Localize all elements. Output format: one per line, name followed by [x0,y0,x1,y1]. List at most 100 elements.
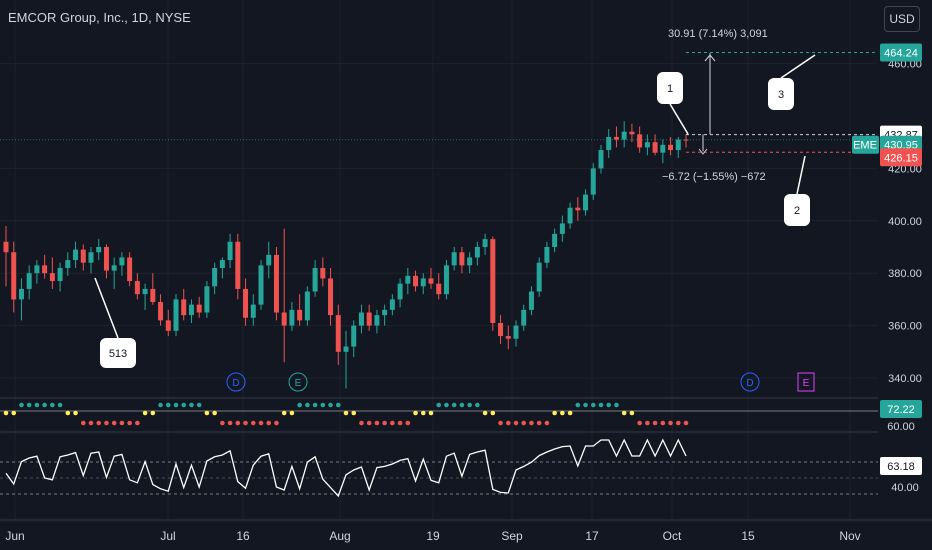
event-marker [288,372,308,392]
price-tag [880,400,922,418]
time-tick: 19 [426,529,440,543]
price-tag [880,148,922,167]
callout-pointer [669,103,689,135]
candle-body [49,273,55,282]
indicator-dot [645,420,650,426]
candle-body [613,136,619,140]
indicator-dot [366,420,372,426]
candle-body [544,247,550,263]
indicator-dot [227,420,233,426]
candle-body [621,131,627,140]
indicator-dot [513,420,519,426]
indicator-level: 60.00 [887,421,915,433]
candle-body [374,315,380,326]
candle-body [629,131,635,135]
indicator-dot [158,402,163,408]
candle-body [165,320,171,331]
candle-body [34,265,40,274]
indicator-dot [467,402,472,408]
candle-body [173,299,179,331]
indicator-dot [26,402,32,408]
event-marker-label: E [295,378,302,389]
price-tick: 380.00 [888,268,922,280]
indicator-dot [575,402,581,408]
indicator-dot [104,420,109,426]
indicator-dot [312,402,318,408]
candle-body [505,336,511,339]
callout-label: 513 [109,348,127,360]
indicator-dot [189,402,194,408]
indicator-dot [428,410,434,416]
price-tick: 460.00 [888,59,922,71]
indicator-pane [0,397,878,426]
candle-body [196,304,202,313]
callout-box [768,78,794,110]
candle-body [405,275,411,284]
indicator-dot [374,420,380,426]
candle-body [320,267,326,279]
price-tag [880,457,922,475]
candle-body [127,257,133,282]
time-tick: Sep [501,529,523,543]
candle-body [413,275,419,287]
candle-body [212,267,218,287]
candle-body [668,144,674,151]
indicator-dot [57,402,63,408]
overlays: 30.91 (7.14%) 3,091 −6.72 (−1.55%) −672 1 2… [0,28,878,392]
candle-body [528,291,534,310]
candle-body [273,254,279,313]
candle-body [111,265,117,271]
candle-body [397,283,403,300]
candle-body [142,288,148,295]
candle-body [80,249,86,263]
callout-label: 2 [794,205,800,217]
indicator-dot [482,410,488,416]
candle-body [266,254,272,266]
rsi-pane [0,431,878,498]
indicator-dot [351,410,357,416]
indicator-dot [119,420,125,426]
callout-box [657,72,683,104]
indicator-dot [88,420,94,426]
indicator-dot [196,402,202,408]
time-tick: Aug [329,529,350,543]
callout-pointer [94,277,119,339]
price-tag-label: 63.18 [887,461,915,473]
indicator-dot [382,420,387,426]
candle-body [474,247,480,258]
indicator-dot [305,402,310,408]
indicator-dot [536,420,542,426]
candle-body [297,309,303,321]
indicator-dot [343,410,349,416]
candle-body [289,309,295,326]
candle-body [637,134,643,148]
rsi-line [5,438,687,498]
indicator-dot [42,402,47,408]
candle-body [598,150,604,169]
callout-label: 3 [778,89,784,101]
indicator-dot [320,402,326,408]
indicator-dot [598,402,604,408]
indicator-dot [111,420,117,426]
currency-button[interactable]: USD [884,6,920,32]
time-tick: 15 [741,529,755,543]
indicator-dot [652,420,658,426]
measure-down-label: −6.72 (−1.55%) −672 [662,171,766,183]
candle-body [652,142,658,153]
indicator-dot [34,402,40,408]
candle-body [644,142,650,148]
indicator-dot [675,420,681,426]
candle-body [235,241,241,289]
candle-body [73,249,79,261]
indicator-dot [521,420,527,426]
candle-body [150,288,156,303]
symbol-tag-label: EME [853,140,877,152]
candle-body [536,262,542,292]
candle-body [3,241,9,253]
indicator-dot [475,402,480,408]
time-tick: Jun [5,529,24,543]
indicator-dot [289,410,295,416]
candle-body [181,299,187,316]
rsi-level: 40.00 [891,482,919,494]
